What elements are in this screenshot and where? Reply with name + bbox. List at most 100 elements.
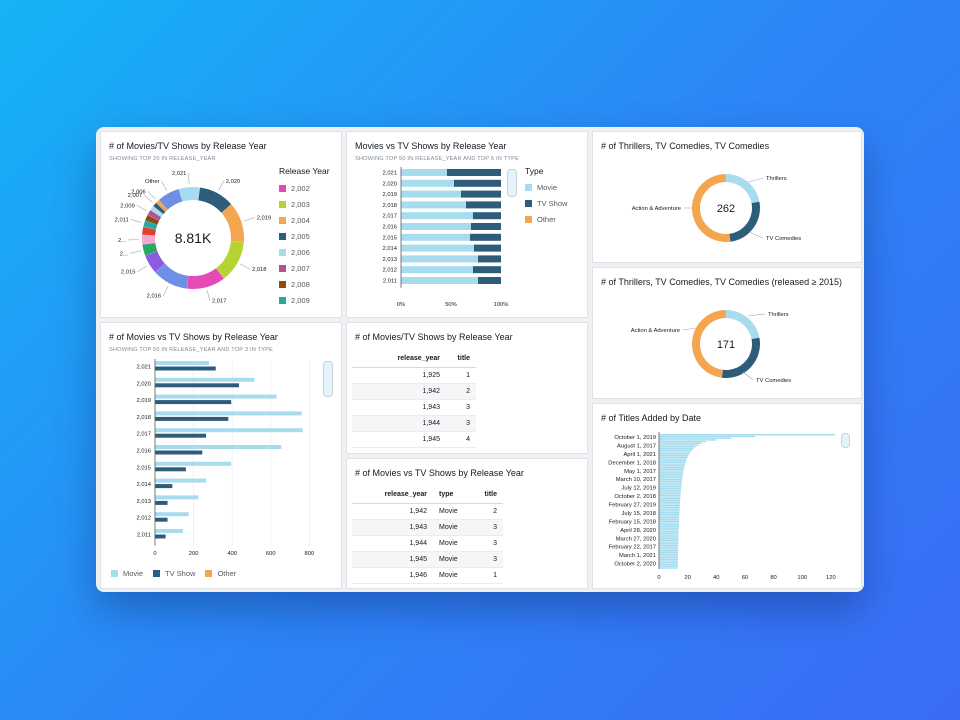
titles-added-bar-chart[interactable]: 0 20 40 60 80 100 120 October 1, 2019 August 1, … (593, 404, 861, 588)
table-row[interactable]: 1,942 2 (352, 383, 476, 400)
panel-release-year-table[interactable]: # of Movies/TV Shows by Release Year rel… (346, 322, 588, 454)
table-row[interactable]: 1,943 Movie 3 (352, 519, 503, 536)
legend-item[interactable]: Movie (525, 179, 567, 195)
legend-label: Movie (123, 569, 144, 578)
donut-slice[interactable] (142, 226, 156, 236)
column-header-release-year[interactable]: release_year (352, 485, 433, 504)
donut-slice[interactable] (145, 214, 160, 225)
donut-slice[interactable] (198, 187, 232, 213)
panel-type-table[interactable]: # of Movies vs TV Shows by Release Year … (346, 458, 588, 589)
donut-slice[interactable] (692, 174, 731, 242)
slice-leader-line (137, 265, 148, 272)
panel-title: # of Movies/TV Shows by Release Year (355, 332, 513, 342)
legend-item[interactable]: 2,005 (279, 228, 330, 244)
panel-title: # of Movies vs TV Shows by Release Year (109, 332, 278, 342)
donut-slice[interactable] (726, 310, 760, 340)
legend-title: Type (525, 166, 544, 176)
donut-slice[interactable] (142, 234, 156, 245)
panel-release-year-donut[interactable]: # of Movies/TV Shows by Release Year SHO… (100, 131, 342, 318)
donut-slice[interactable] (153, 202, 166, 215)
column-header-title[interactable]: title (477, 485, 503, 504)
panel-movies-vs-tv-stacked[interactable]: Movies vs TV Shows by Release Year SHOWI… (346, 131, 588, 318)
legend-item[interactable]: TV Show (153, 569, 195, 578)
table-row[interactable]: 1,945 Movie 3 (352, 551, 503, 568)
donut-slice[interactable] (150, 206, 164, 218)
date-label: March 27, 2020 (616, 536, 656, 542)
legend-label: 2,007 (291, 263, 310, 273)
donut-slice[interactable] (143, 220, 158, 230)
legend-item[interactable]: Movie (111, 569, 143, 578)
legend-item[interactable]: 2,008 (279, 276, 330, 292)
legend-item[interactable]: 2,009 (279, 292, 330, 308)
donut-slice[interactable] (178, 187, 200, 202)
donut-slice[interactable] (691, 310, 726, 378)
table-row[interactable]: 1,942 Movie 2 (352, 503, 503, 520)
panel-movies-vs-tv-grouped[interactable]: # of Movies vs TV Shows by Release Year … (100, 322, 342, 589)
panel-titles-added-by-date[interactable]: # of Titles Added by Date 0 20 40 60 80 100 12… (592, 403, 862, 589)
genres-donut-chart[interactable]: 262 Thrillers TV Comedies Action & Adventur… (593, 132, 861, 262)
donut-slice[interactable] (186, 268, 224, 289)
date-bar (659, 563, 678, 566)
column-header-release-year[interactable]: release_year (352, 349, 446, 368)
column-header-type[interactable]: type (433, 485, 477, 504)
legend-item[interactable]: TV Show (525, 195, 567, 211)
date-bar (659, 504, 680, 507)
date-bar (659, 539, 679, 542)
panel-genres-donut[interactable]: # of Thrillers, TV Comedies, TV Comedies… (592, 131, 862, 263)
date-label: March 1, 2021 (619, 553, 656, 559)
legend-swatch (111, 570, 118, 577)
chart-scrollbar[interactable] (841, 433, 850, 448)
slice-label: 2,020 (226, 179, 241, 185)
donut-slice[interactable] (726, 174, 760, 204)
donut-slice[interactable] (142, 242, 158, 256)
legend-item[interactable]: 2,006 (279, 244, 330, 260)
date-bar (659, 499, 681, 502)
legend-item[interactable]: 2,007 (279, 260, 330, 276)
bar-movie (155, 512, 189, 517)
legend-item[interactable]: Other (525, 211, 567, 227)
grouped-bar-chart[interactable]: 0 200 400 600 800 2,021 2,020 2,019 2,018 2,017 2,… (101, 323, 341, 588)
donut-slice[interactable] (156, 200, 168, 212)
donut-slice[interactable] (729, 201, 760, 242)
table-row[interactable]: 1,925 1 (352, 367, 476, 384)
chart-scrollbar[interactable] (323, 361, 333, 397)
column-header-title[interactable]: title (446, 349, 476, 368)
legend-item[interactable]: Other (205, 569, 236, 578)
donut-slice[interactable] (145, 251, 165, 273)
stacked-bar-chart[interactable]: 2,021 2,020 2,019 2,018 2,017 2,016 2,015 2,014… (347, 132, 587, 317)
table-row[interactable]: 1,943 3 (352, 399, 476, 416)
chart-scrollbar[interactable] (507, 169, 517, 197)
panel-genres-2015-donut[interactable]: # of Thrillers, TV Comedies, TV Comedies… (592, 267, 862, 399)
bar-segment-tv-show (447, 169, 501, 176)
bar-tv-show (155, 517, 168, 522)
legend-swatch (153, 570, 161, 577)
donut-slice[interactable] (216, 241, 244, 279)
table-row[interactable]: 1,944 3 (352, 415, 476, 432)
date-bar (659, 541, 679, 543)
table-cell: 1,942 (352, 383, 446, 400)
genres-2015-donut-chart[interactable]: 171 Thrillers TV Comedies Action & Adventur… (593, 268, 861, 398)
category-label: 2,021 (382, 171, 397, 177)
legend-item[interactable]: 2,003 (279, 196, 330, 212)
date-label: October 1, 2019 (614, 435, 656, 441)
category-label: 2,013 (382, 257, 397, 263)
table-row[interactable]: 1,945 4 (352, 431, 476, 448)
donut-slice[interactable] (155, 263, 189, 289)
donut-slice[interactable] (158, 189, 183, 210)
date-bar (659, 544, 679, 547)
slice-leader-line (218, 180, 225, 191)
bar-segment-tv-show (454, 179, 501, 187)
slice-label: 2,007 (128, 193, 143, 199)
donut-slice[interactable] (221, 204, 244, 242)
donut-slice[interactable] (147, 210, 162, 221)
donut-slice[interactable] (721, 337, 760, 378)
legend-item[interactable]: 2,002 (279, 180, 330, 196)
legend-item[interactable]: 2,004 (279, 212, 330, 228)
table-row[interactable]: 1,944 Movie 3 (352, 535, 503, 552)
table-cell: 1 (477, 567, 503, 584)
table-row[interactable]: 1,946 Movie 1 (352, 567, 503, 584)
release-year-table[interactable]: release_year title 1,925 1 1,942 2 1,943 3 1,9… (352, 349, 476, 448)
type-table[interactable]: release_year type title 1,942 Movie 2 1,943… (352, 485, 503, 584)
release-year-donut-chart[interactable]: 2,021 2,020 2,019 2,018 2,017 2,016 2,015 2... 2… (101, 132, 341, 317)
slice-label: TV Comedies (766, 236, 801, 242)
